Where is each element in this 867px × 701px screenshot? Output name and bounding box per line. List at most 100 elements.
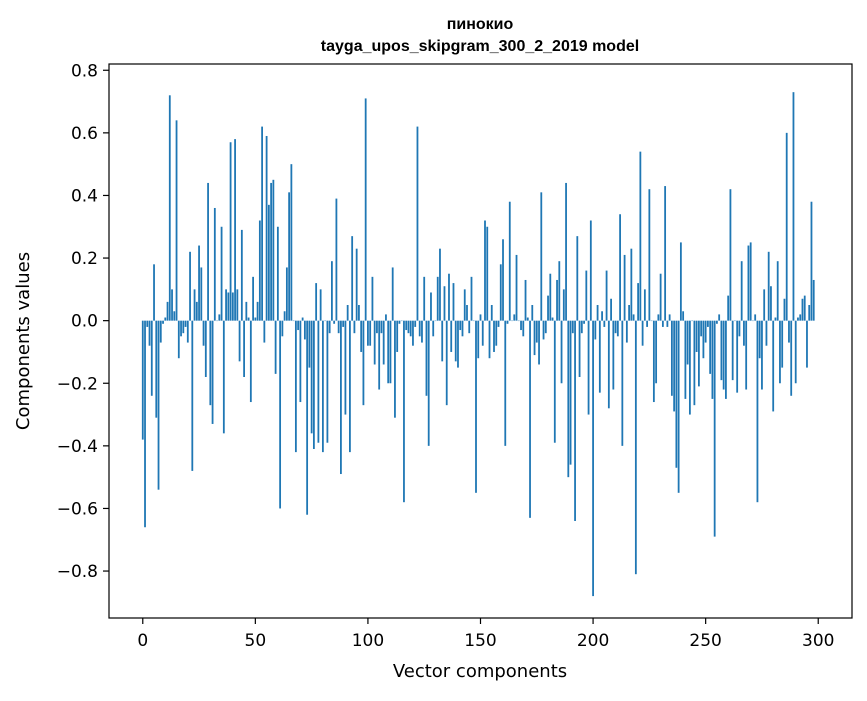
bar bbox=[556, 280, 558, 321]
bar bbox=[448, 274, 450, 321]
bar bbox=[191, 321, 193, 471]
bar bbox=[207, 183, 209, 321]
bar bbox=[185, 321, 187, 327]
bar bbox=[412, 321, 414, 346]
bar bbox=[617, 321, 619, 337]
bar bbox=[178, 321, 180, 359]
bar bbox=[396, 321, 398, 352]
bar bbox=[572, 321, 574, 334]
bar bbox=[432, 321, 434, 337]
bar bbox=[714, 321, 716, 537]
bar bbox=[579, 321, 581, 377]
bar bbox=[263, 321, 265, 343]
bar bbox=[453, 283, 455, 321]
bar bbox=[743, 321, 745, 346]
bar bbox=[797, 318, 799, 321]
bar bbox=[360, 321, 362, 352]
bar bbox=[214, 208, 216, 321]
bar bbox=[804, 296, 806, 321]
bar bbox=[509, 202, 511, 321]
plot-frame bbox=[109, 64, 852, 618]
bar bbox=[279, 321, 281, 509]
bar bbox=[588, 321, 590, 415]
bar bbox=[608, 321, 610, 409]
bar bbox=[426, 321, 428, 396]
bar bbox=[808, 305, 810, 321]
bar bbox=[331, 261, 333, 320]
bar bbox=[311, 321, 313, 434]
bar bbox=[459, 321, 461, 330]
bar bbox=[786, 133, 788, 321]
bar bbox=[619, 214, 621, 320]
bar bbox=[585, 271, 587, 321]
bar bbox=[811, 202, 813, 321]
bar bbox=[534, 321, 536, 355]
bar bbox=[687, 321, 689, 365]
bar bbox=[173, 311, 175, 320]
bar bbox=[200, 267, 202, 320]
bar bbox=[730, 189, 732, 320]
bar bbox=[187, 321, 189, 343]
bar bbox=[171, 289, 173, 320]
bar bbox=[403, 321, 405, 503]
bar bbox=[806, 321, 808, 368]
bar bbox=[489, 321, 491, 359]
bar bbox=[365, 98, 367, 320]
bar bbox=[441, 321, 443, 362]
bar bbox=[703, 321, 705, 359]
bar bbox=[657, 314, 659, 320]
bar bbox=[295, 321, 297, 452]
bar bbox=[162, 321, 164, 324]
bar bbox=[313, 321, 315, 449]
bar bbox=[272, 180, 274, 321]
bar bbox=[705, 321, 707, 343]
bar bbox=[381, 321, 383, 334]
bar bbox=[275, 321, 277, 374]
bar bbox=[567, 321, 569, 478]
bar bbox=[446, 321, 448, 406]
bar bbox=[471, 277, 473, 321]
chart-title: пинокио bbox=[447, 16, 514, 33]
bar bbox=[664, 186, 666, 321]
bar bbox=[536, 321, 538, 343]
bar bbox=[329, 321, 331, 334]
bar bbox=[666, 321, 668, 327]
bar bbox=[502, 239, 504, 320]
bar bbox=[225, 289, 227, 320]
bar bbox=[322, 321, 324, 452]
bar bbox=[421, 321, 423, 343]
bar bbox=[151, 321, 153, 396]
bar bbox=[648, 189, 650, 320]
y-tick-label: 0.6 bbox=[71, 124, 98, 144]
bar bbox=[757, 321, 759, 503]
bar bbox=[169, 95, 171, 320]
y-tick-label: 0.2 bbox=[71, 249, 98, 269]
bar bbox=[250, 321, 252, 402]
bar bbox=[239, 321, 241, 362]
bar bbox=[408, 321, 410, 334]
bar bbox=[680, 242, 682, 320]
bar bbox=[385, 314, 387, 320]
x-tick-label: 300 bbox=[802, 631, 834, 651]
bar bbox=[527, 318, 529, 321]
bar bbox=[462, 321, 464, 337]
bar bbox=[759, 321, 761, 359]
bar bbox=[302, 318, 304, 321]
y-axis-ticks: 0.80.60.40.20.0−0.2−0.4−0.6−0.8 bbox=[57, 61, 109, 582]
bar bbox=[507, 321, 509, 324]
bar bbox=[772, 321, 774, 412]
bar bbox=[727, 296, 729, 321]
bar bbox=[565, 183, 567, 321]
bar bbox=[660, 274, 662, 321]
bar bbox=[700, 321, 702, 337]
bar bbox=[603, 321, 605, 327]
bar bbox=[799, 314, 801, 320]
bar bbox=[639, 152, 641, 321]
bar bbox=[513, 314, 515, 320]
bar bbox=[149, 321, 151, 346]
bar bbox=[570, 321, 572, 465]
x-tick-label: 150 bbox=[464, 631, 496, 651]
y-tick-label: −0.6 bbox=[57, 499, 98, 519]
